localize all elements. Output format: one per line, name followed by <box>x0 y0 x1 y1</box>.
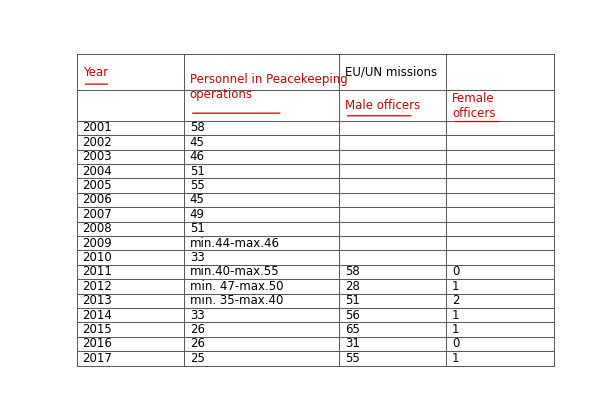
Text: Personnel in Peacekeeping
operations: Personnel in Peacekeeping operations <box>190 73 347 101</box>
Text: 1: 1 <box>452 323 459 336</box>
Text: 2006: 2006 <box>82 193 113 206</box>
Text: 65: 65 <box>345 323 360 336</box>
Text: 2015: 2015 <box>82 323 113 336</box>
Text: 2016: 2016 <box>82 337 113 350</box>
Text: 2003: 2003 <box>82 150 112 163</box>
Text: min. 47-max.50: min. 47-max.50 <box>190 280 284 293</box>
Text: 45: 45 <box>190 136 205 149</box>
Text: EU/UN missions: EU/UN missions <box>345 66 437 78</box>
Text: Female
officers: Female officers <box>452 92 496 120</box>
Text: 2010: 2010 <box>82 251 113 264</box>
Text: 0: 0 <box>452 337 459 350</box>
Text: 33: 33 <box>190 251 205 264</box>
Text: 2004: 2004 <box>82 165 113 178</box>
Text: 55: 55 <box>345 352 360 365</box>
Text: min.44-max.46: min.44-max.46 <box>190 237 280 250</box>
Text: 51: 51 <box>345 294 360 307</box>
Text: 46: 46 <box>190 150 205 163</box>
Text: 55: 55 <box>190 179 205 192</box>
Text: min.40-max.55: min.40-max.55 <box>190 266 279 278</box>
Text: 2001: 2001 <box>82 122 113 134</box>
Text: min. 35-max.40: min. 35-max.40 <box>190 294 284 307</box>
Text: 1: 1 <box>452 309 459 322</box>
Text: 2005: 2005 <box>82 179 112 192</box>
Text: 2009: 2009 <box>82 237 113 250</box>
Text: 58: 58 <box>190 122 205 134</box>
Text: 0: 0 <box>452 266 459 278</box>
Text: 2002: 2002 <box>82 136 113 149</box>
Text: 31: 31 <box>345 337 360 350</box>
Text: Male officers: Male officers <box>345 99 420 112</box>
Text: 45: 45 <box>190 193 205 206</box>
Text: 33: 33 <box>190 309 205 322</box>
Text: 2017: 2017 <box>82 352 113 365</box>
Text: 26: 26 <box>190 323 205 336</box>
Text: 51: 51 <box>190 165 205 178</box>
Text: 1: 1 <box>452 352 459 365</box>
Text: 2011: 2011 <box>82 266 113 278</box>
Text: 2012: 2012 <box>82 280 113 293</box>
Text: 2014: 2014 <box>82 309 113 322</box>
Text: Year: Year <box>82 66 108 78</box>
Text: 25: 25 <box>190 352 205 365</box>
Text: 2008: 2008 <box>82 222 112 235</box>
Text: 2007: 2007 <box>82 208 113 221</box>
Text: 2013: 2013 <box>82 294 113 307</box>
Text: 51: 51 <box>190 222 205 235</box>
Text: 2: 2 <box>452 294 459 307</box>
Text: 58: 58 <box>345 266 360 278</box>
Text: 1: 1 <box>452 280 459 293</box>
Text: 56: 56 <box>345 309 360 322</box>
Text: 49: 49 <box>190 208 205 221</box>
Text: 26: 26 <box>190 337 205 350</box>
Text: 28: 28 <box>345 280 360 293</box>
